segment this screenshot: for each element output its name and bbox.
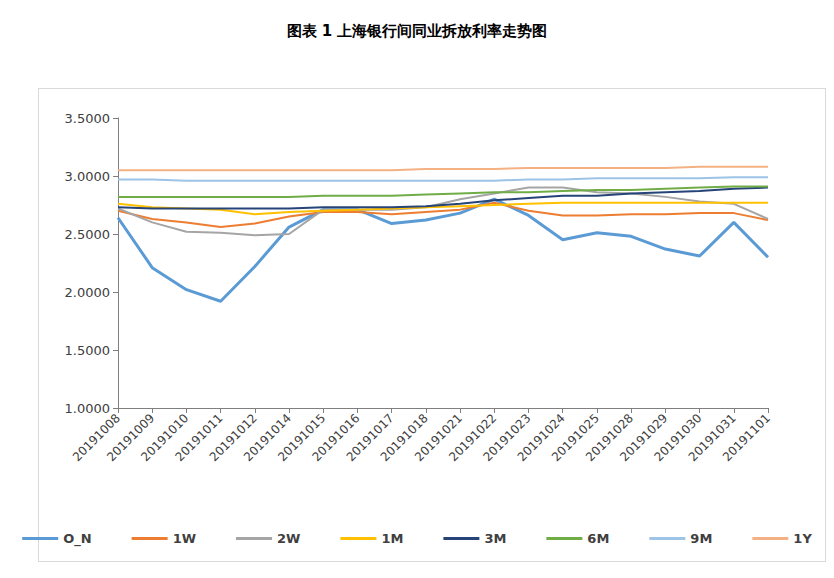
svg-text:20191021: 20191021 <box>412 411 466 465</box>
svg-text:2W: 2W <box>277 531 300 546</box>
svg-text:1M: 1M <box>381 531 403 546</box>
svg-text:20191024: 20191024 <box>514 411 568 465</box>
svg-text:20191012: 20191012 <box>206 411 260 465</box>
svg-text:20191011: 20191011 <box>172 411 226 465</box>
svg-text:3.5000: 3.5000 <box>65 111 111 126</box>
svg-text:20191010: 20191010 <box>138 411 192 465</box>
svg-text:20191017: 20191017 <box>343 411 397 465</box>
svg-text:20191018: 20191018 <box>377 411 431 465</box>
svg-text:20191022: 20191022 <box>446 411 500 465</box>
svg-text:2.5000: 2.5000 <box>65 227 111 242</box>
svg-text:O_N: O_N <box>63 531 91 547</box>
svg-text:20191025: 20191025 <box>548 411 602 465</box>
svg-text:20191016: 20191016 <box>309 411 363 465</box>
svg-text:20191023: 20191023 <box>480 411 534 465</box>
svg-text:20191008: 20191008 <box>69 411 123 465</box>
svg-text:20191028: 20191028 <box>583 411 637 465</box>
svg-text:图表 1 上海银行间同业拆放利率走势图: 图表 1 上海银行间同业拆放利率走势图 <box>287 22 548 40</box>
svg-text:6M: 6M <box>587 531 609 546</box>
svg-text:20191031: 20191031 <box>685 411 739 465</box>
svg-text:2.0000: 2.0000 <box>65 285 111 300</box>
svg-text:3M: 3M <box>484 531 506 546</box>
svg-text:20191009: 20191009 <box>104 411 158 465</box>
svg-text:9M: 9M <box>690 531 712 546</box>
svg-text:20191030: 20191030 <box>651 411 705 465</box>
svg-text:20191101: 20191101 <box>720 411 773 464</box>
svg-text:1.0000: 1.0000 <box>65 401 111 416</box>
svg-text:3.0000: 3.0000 <box>65 169 111 184</box>
svg-text:20191014: 20191014 <box>241 411 294 465</box>
svg-text:1.5000: 1.5000 <box>65 343 111 358</box>
svg-text:1W: 1W <box>173 531 196 546</box>
svg-text:20191029: 20191029 <box>617 411 671 465</box>
svg-text:20191015: 20191015 <box>275 411 329 465</box>
svg-text:1Y: 1Y <box>793 531 812 546</box>
